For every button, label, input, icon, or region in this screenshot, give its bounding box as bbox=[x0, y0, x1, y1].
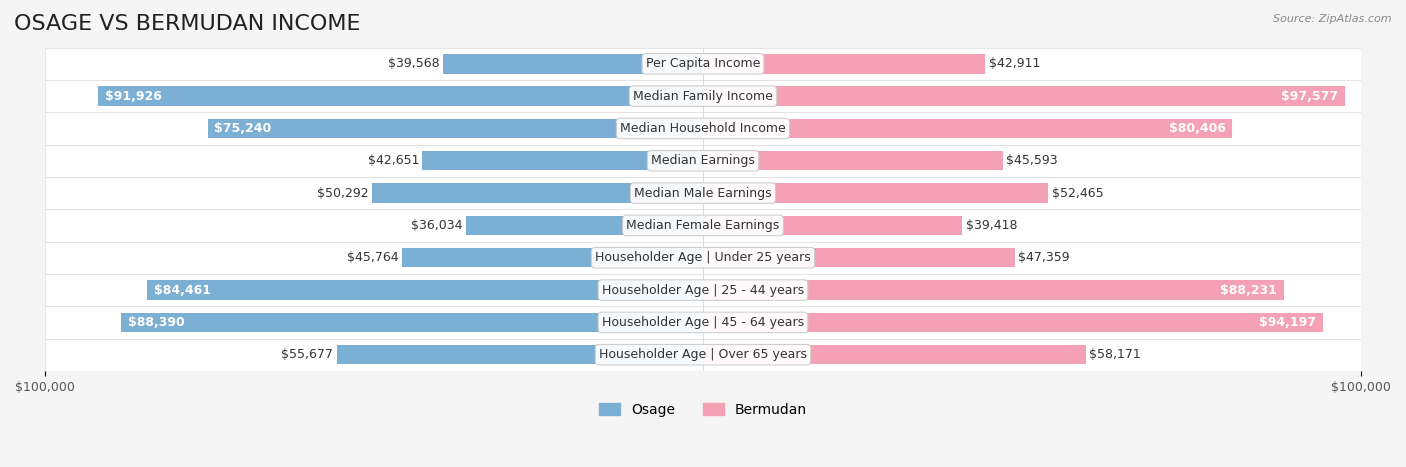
Bar bbox=[703, 184, 1049, 203]
Bar bbox=[45, 80, 1361, 113]
Bar bbox=[45, 209, 1361, 241]
Text: $84,461: $84,461 bbox=[153, 283, 211, 297]
Bar bbox=[45, 177, 1361, 209]
Text: Source: ZipAtlas.com: Source: ZipAtlas.com bbox=[1274, 14, 1392, 24]
Text: Householder Age | Under 25 years: Householder Age | Under 25 years bbox=[595, 251, 811, 264]
Text: Median Family Income: Median Family Income bbox=[633, 90, 773, 103]
Bar bbox=[45, 48, 1361, 80]
Text: $58,171: $58,171 bbox=[1090, 348, 1140, 361]
Text: Householder Age | 45 - 64 years: Householder Age | 45 - 64 years bbox=[602, 316, 804, 329]
Text: $75,240: $75,240 bbox=[215, 122, 271, 135]
Text: $88,231: $88,231 bbox=[1220, 283, 1277, 297]
Text: $45,764: $45,764 bbox=[347, 251, 398, 264]
Bar bbox=[373, 184, 703, 203]
Bar bbox=[121, 313, 703, 332]
Bar bbox=[422, 151, 703, 170]
Bar bbox=[45, 306, 1361, 339]
Bar bbox=[98, 86, 703, 106]
Bar bbox=[703, 216, 962, 235]
Bar bbox=[703, 119, 1232, 138]
Bar bbox=[703, 345, 1085, 364]
Text: $39,568: $39,568 bbox=[388, 57, 439, 71]
Text: Median Household Income: Median Household Income bbox=[620, 122, 786, 135]
Text: $91,926: $91,926 bbox=[104, 90, 162, 103]
Bar bbox=[703, 248, 1015, 268]
Text: OSAGE VS BERMUDAN INCOME: OSAGE VS BERMUDAN INCOME bbox=[14, 14, 360, 34]
Text: $97,577: $97,577 bbox=[1281, 90, 1339, 103]
Text: Householder Age | Over 65 years: Householder Age | Over 65 years bbox=[599, 348, 807, 361]
Legend: Osage, Bermudan: Osage, Bermudan bbox=[593, 397, 813, 422]
Text: $88,390: $88,390 bbox=[128, 316, 184, 329]
Text: $94,197: $94,197 bbox=[1260, 316, 1316, 329]
Text: $42,651: $42,651 bbox=[367, 154, 419, 167]
Text: $52,465: $52,465 bbox=[1052, 187, 1104, 199]
Text: $36,034: $36,034 bbox=[411, 219, 463, 232]
Bar bbox=[703, 280, 1284, 300]
Bar bbox=[465, 216, 703, 235]
Bar bbox=[208, 119, 703, 138]
Bar bbox=[703, 86, 1346, 106]
Text: $50,292: $50,292 bbox=[318, 187, 368, 199]
Bar bbox=[443, 54, 703, 73]
Bar bbox=[402, 248, 703, 268]
Text: Median Female Earnings: Median Female Earnings bbox=[627, 219, 779, 232]
Bar bbox=[148, 280, 703, 300]
Text: Median Male Earnings: Median Male Earnings bbox=[634, 187, 772, 199]
Bar bbox=[45, 241, 1361, 274]
Text: Per Capita Income: Per Capita Income bbox=[645, 57, 761, 71]
Bar bbox=[45, 274, 1361, 306]
Bar bbox=[703, 151, 1002, 170]
Text: $45,593: $45,593 bbox=[1007, 154, 1057, 167]
Text: $39,418: $39,418 bbox=[966, 219, 1017, 232]
Bar bbox=[703, 313, 1323, 332]
Text: $42,911: $42,911 bbox=[988, 57, 1040, 71]
Bar bbox=[336, 345, 703, 364]
Text: $55,677: $55,677 bbox=[281, 348, 333, 361]
Bar bbox=[703, 54, 986, 73]
Bar bbox=[45, 145, 1361, 177]
Text: $80,406: $80,406 bbox=[1168, 122, 1226, 135]
Bar bbox=[45, 113, 1361, 145]
Bar bbox=[45, 339, 1361, 371]
Text: Householder Age | 25 - 44 years: Householder Age | 25 - 44 years bbox=[602, 283, 804, 297]
Text: Median Earnings: Median Earnings bbox=[651, 154, 755, 167]
Text: $47,359: $47,359 bbox=[1018, 251, 1070, 264]
